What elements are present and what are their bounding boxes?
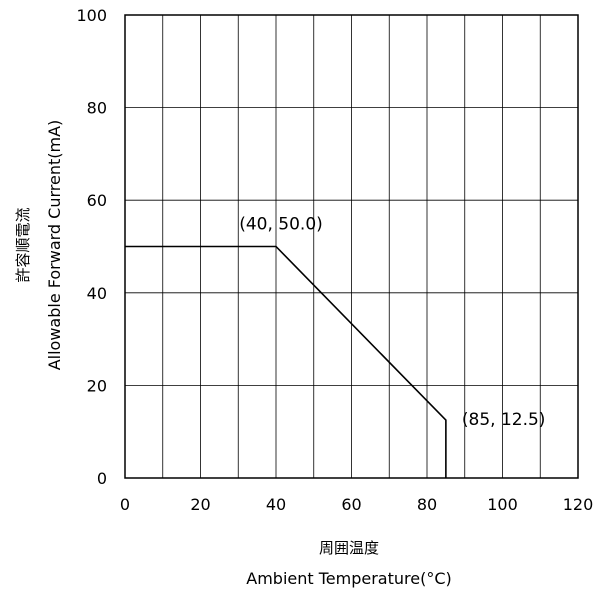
x-axis-label: Ambient Temperature(°C) (246, 569, 451, 588)
x-tick-label: 120 (563, 495, 594, 514)
x-tick-label: 0 (120, 495, 130, 514)
annotation-label: (40, 50.0) (239, 215, 323, 235)
series-line (125, 245, 447, 478)
y-tick-label: 60 (87, 191, 107, 210)
y-tick-label: 0 (97, 469, 107, 488)
annotation-label: (85, 12.5) (462, 410, 546, 430)
y-tick-label: 20 (87, 376, 107, 395)
series-layer (125, 245, 447, 478)
x-tick-label: 20 (190, 495, 210, 514)
y-axis-label-jp: 許容順電流 (14, 207, 32, 282)
x-tick-label: 80 (417, 495, 437, 514)
x-tick-label: 100 (487, 495, 518, 514)
y-tick-label: 100 (76, 6, 107, 25)
x-tick-label: 60 (341, 495, 361, 514)
annotations: (40, 50.0) (85, 12.5) (239, 215, 545, 431)
grid (125, 15, 578, 478)
x-axis-label-jp: 周囲温度 (319, 539, 379, 557)
y-tick-labels: 0 20 40 60 80 100 (76, 6, 107, 488)
x-tick-label: 40 (266, 495, 286, 514)
y-axis-label: Allowable Forward Current(mA) (45, 120, 64, 371)
y-tick-label: 80 (87, 99, 107, 118)
y-tick-label: 40 (87, 284, 107, 303)
x-tick-labels: 0 20 40 60 80 100 120 (120, 495, 593, 514)
